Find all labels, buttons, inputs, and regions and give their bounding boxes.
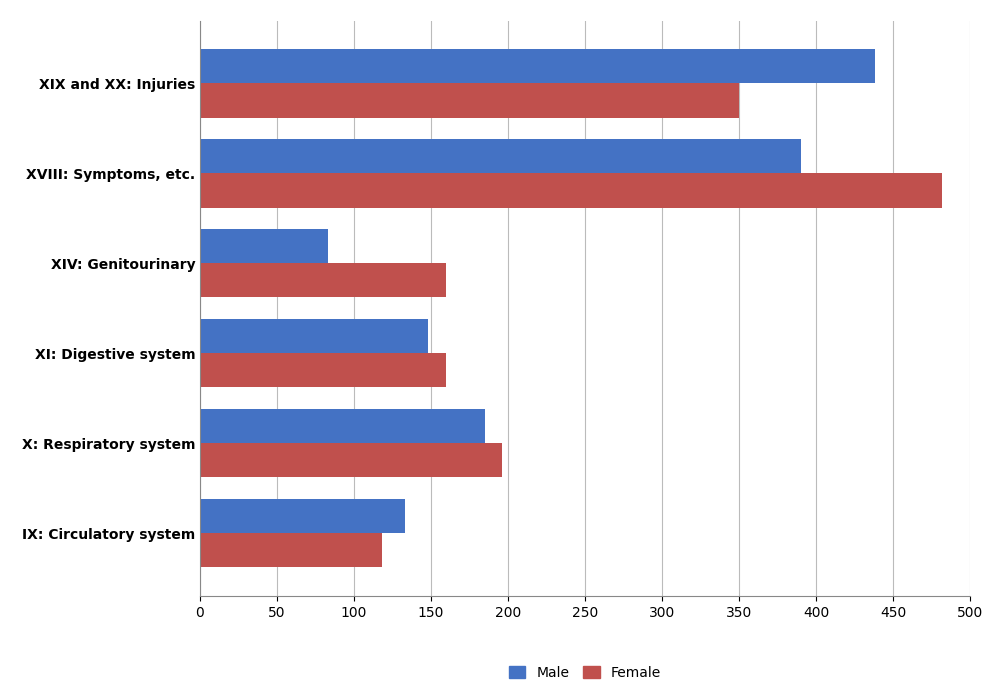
Bar (200, 443, 502, 477)
Bar (200, 533, 382, 567)
Bar (200, 173, 942, 208)
Bar (200, 499, 405, 533)
Bar (200, 409, 485, 443)
Bar (200, 139, 801, 173)
Bar (200, 353, 446, 387)
Bar (200, 229, 328, 263)
Bar (200, 84, 739, 118)
Bar (200, 49, 875, 84)
Bar (200, 263, 446, 297)
Bar (200, 319, 428, 353)
Legend: Male, Female: Male, Female (503, 660, 667, 685)
